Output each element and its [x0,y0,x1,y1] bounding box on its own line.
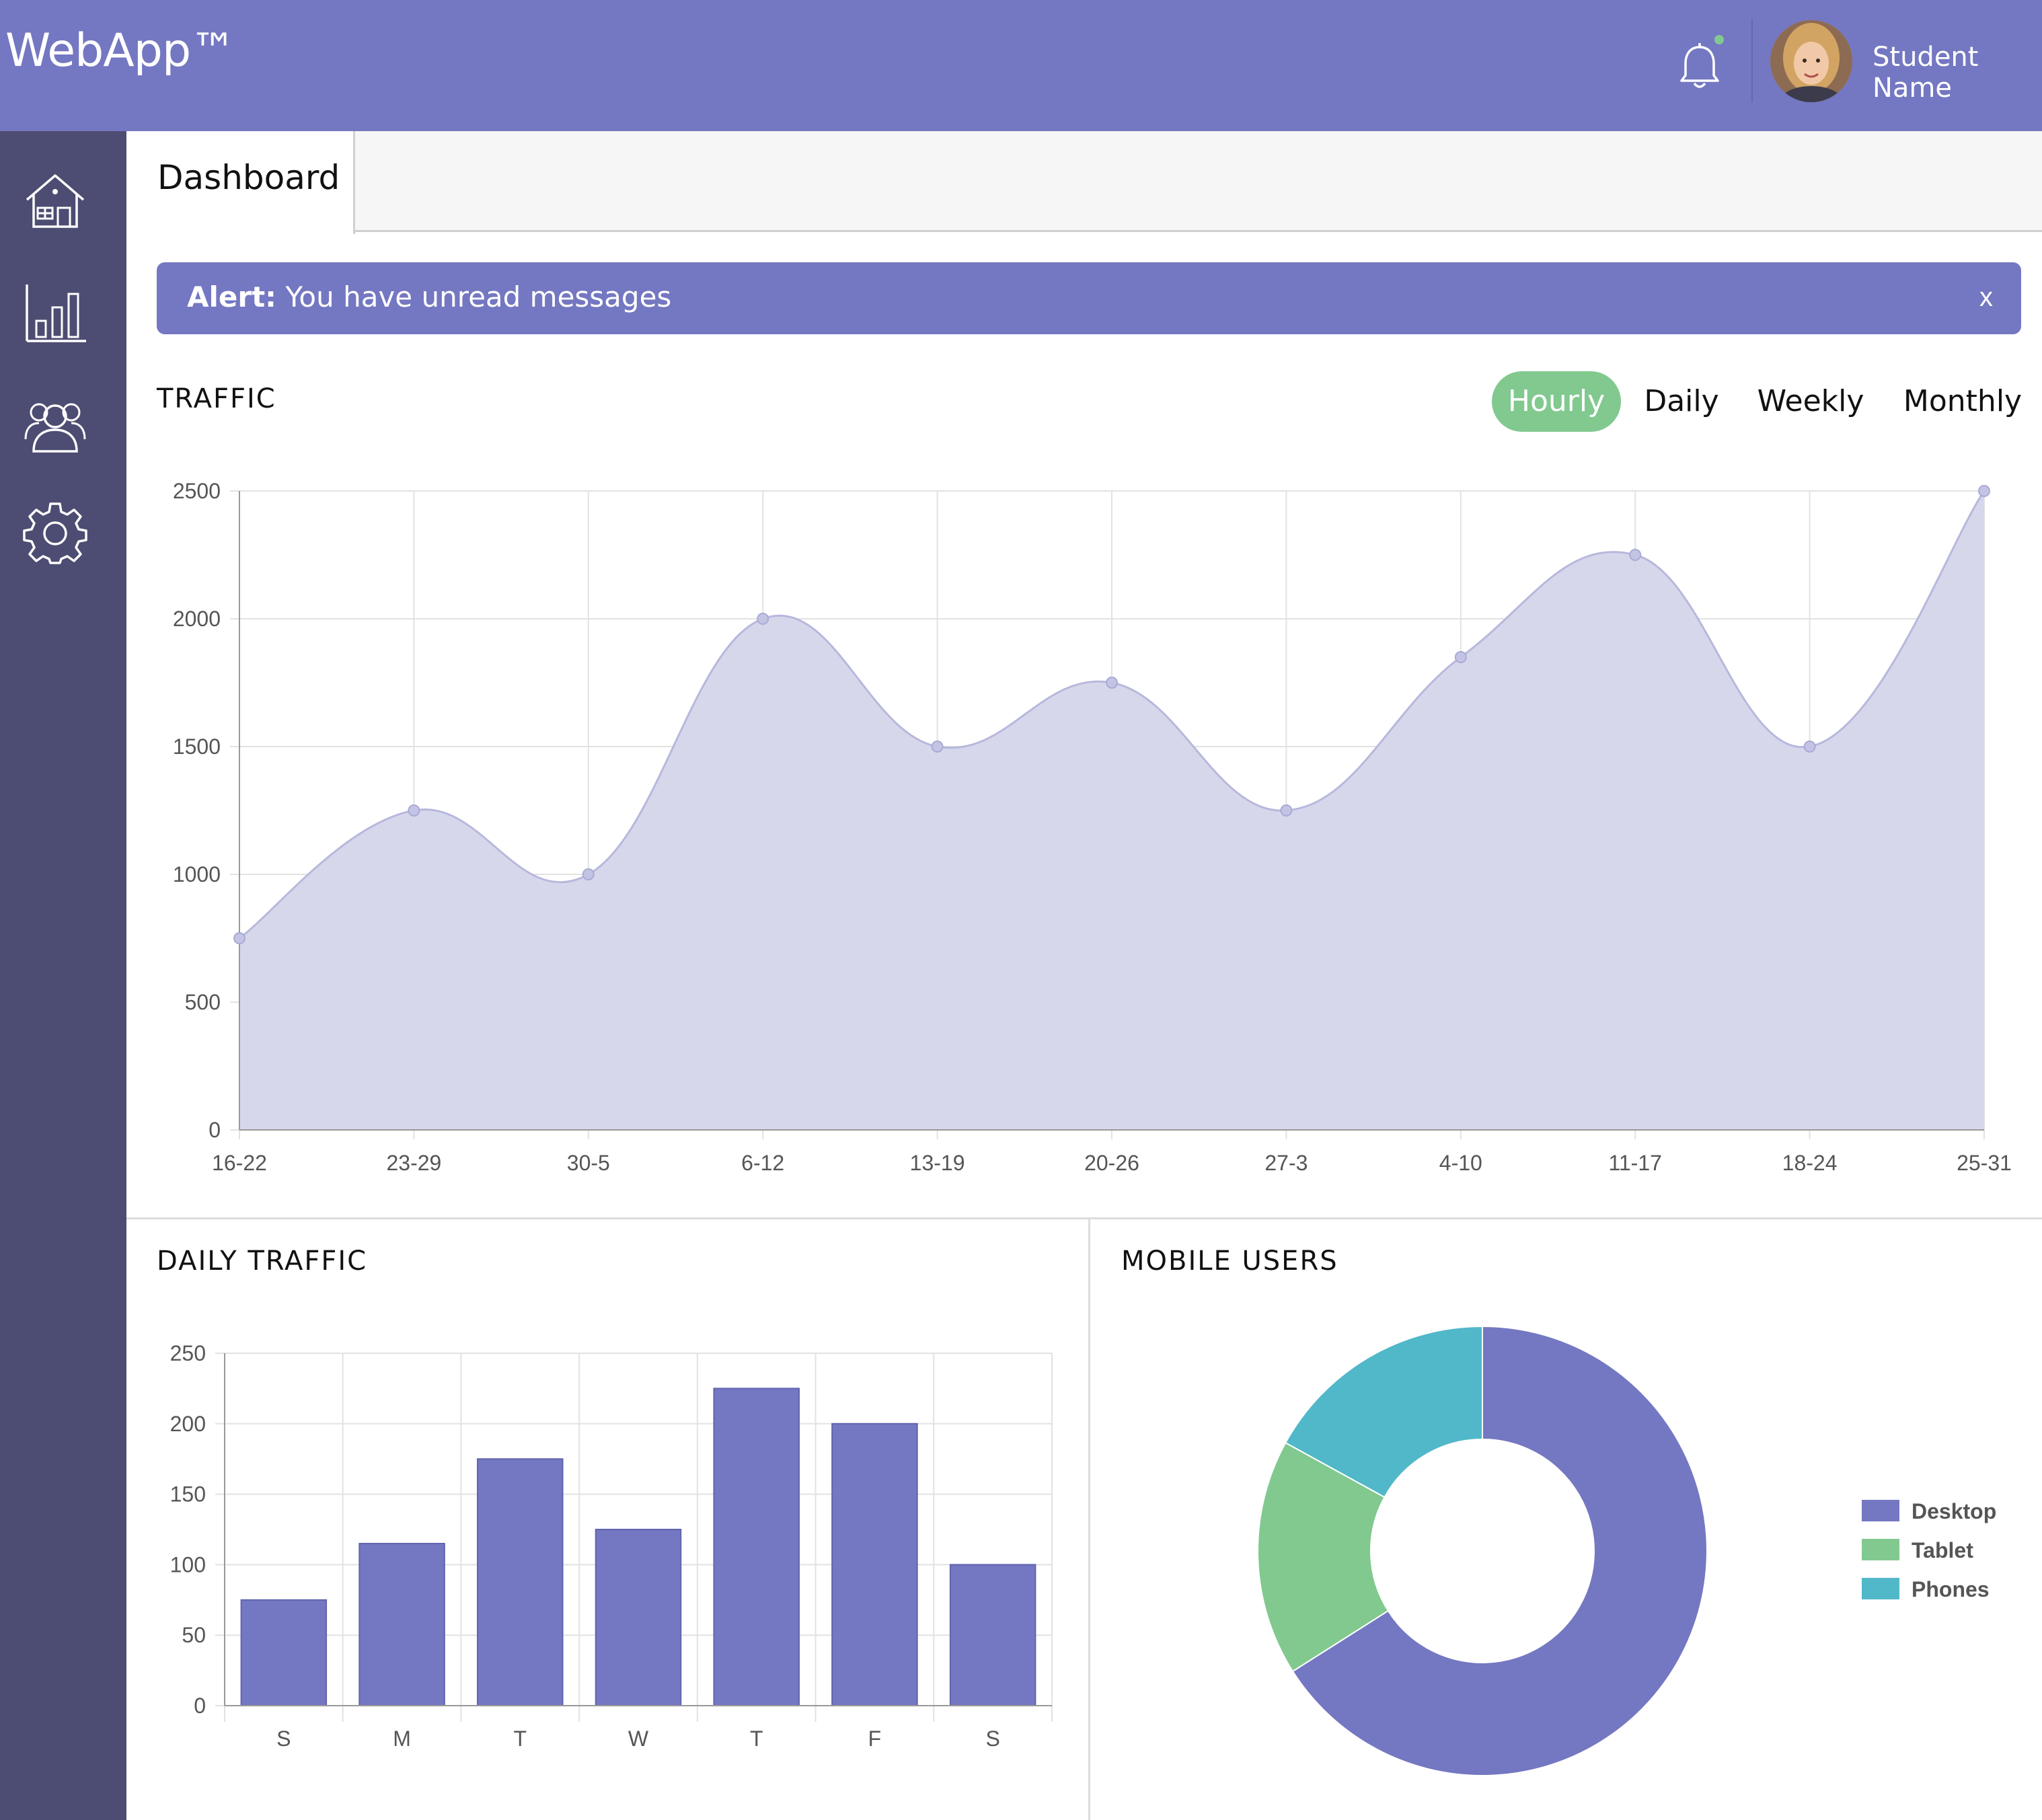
x-tick-label: 25-31 [1957,1151,2012,1175]
alert-banner: Alert: You have unread messages x [157,262,2021,334]
user-name[interactable]: Student Name [1873,42,1979,104]
data-point [408,804,420,817]
bar [831,1423,918,1707]
traffic-area [239,491,1984,1130]
range-hourly-button[interactable]: Hourly [1492,371,1621,432]
x-tick-label: S [276,1727,291,1751]
alert-message: Alert: You have unread messages [187,280,672,313]
data-point [1978,485,1990,497]
notification-indicator [1714,35,1724,44]
bar [595,1529,682,1706]
data-point [1629,549,1642,561]
traffic-title: TRAFFIC [157,383,276,414]
data-point [1280,804,1293,817]
x-tick-label: 11-17 [1608,1151,1661,1175]
data-point [1106,677,1118,689]
data-point [1803,741,1816,753]
x-tick-label: 18-24 [1782,1151,1838,1175]
x-tick-label: T [514,1727,527,1751]
top-header: WebApp™ Student Name [0,0,2042,131]
x-tick-label: F [868,1727,882,1751]
section-divider [126,1217,2042,1219]
legend-swatch [1862,1500,1899,1521]
legend-swatch [1862,1539,1899,1560]
data-point [1454,651,1467,663]
tab-dashboard[interactable]: Dashboard [126,131,355,234]
data-point [757,613,769,625]
y-tick-label: 150 [170,1482,206,1507]
range-daily-button[interactable]: Daily [1644,384,1719,418]
y-tick-label: 0 [194,1694,206,1718]
x-tick-label: 20-26 [1084,1151,1139,1175]
tab-bar [126,131,2042,232]
x-tick-label: 23-29 [386,1151,441,1175]
y-tick-label: 500 [185,990,221,1014]
x-tick-label: 16-22 [212,1151,267,1175]
donut-slice-phones [1284,1325,1483,1499]
settings-icon[interactable] [23,500,87,564]
legend-swatch [1862,1578,1899,1599]
legend-label: Desktop [1912,1499,1996,1523]
bar-chart-icon[interactable] [23,280,87,345]
header-divider [1751,19,1753,102]
x-tick-label: 13-19 [910,1151,965,1175]
sidebar [0,131,126,1820]
x-tick-label: M [393,1727,411,1751]
avatar[interactable] [1770,20,1852,102]
y-tick-label: 250 [170,1341,206,1365]
legend-label: Tablet [1912,1538,1973,1562]
y-tick-label: 0 [209,1118,221,1142]
data-point [582,868,595,880]
bar [240,1599,328,1707]
y-tick-label: 100 [170,1552,206,1577]
x-tick-label: T [750,1727,763,1751]
home-icon[interactable] [23,170,87,235]
bar [713,1388,800,1706]
alert-close-button[interactable]: x [1979,282,1993,312]
daily-traffic-bar-chart: 0 50 100 150 200 250 S M T W T F S [170,1341,1053,1751]
y-tick-label: 1500 [173,734,221,759]
bar [358,1542,445,1706]
x-tick-label: 4-10 [1439,1151,1482,1175]
y-tick-label: 50 [182,1623,206,1647]
x-tick-label: S [985,1727,999,1751]
y-tick-label: 1000 [173,862,221,886]
x-tick-label: 27-3 [1264,1151,1308,1175]
data-point [233,932,245,944]
app-logo[interactable]: WebApp™ [5,24,236,77]
data-point [931,741,944,753]
tab-label: Dashboard [157,158,340,197]
notification-bell-icon[interactable] [1673,40,1726,93]
y-tick-label: 200 [170,1412,206,1436]
x-tick-label: 30-5 [567,1151,610,1175]
mobile-users-title: MOBILE USERS [1121,1246,1338,1277]
column-divider [1088,1217,1090,1820]
x-tick-label: W [628,1727,649,1751]
range-weekly-button[interactable]: Weekly [1757,384,1864,418]
y-tick-label: 2500 [173,479,221,503]
donut-slice-tablet [1257,1441,1390,1673]
daily-traffic-title: DAILY TRAFFIC [157,1246,368,1277]
range-monthly-button[interactable]: Monthly [1903,384,2022,418]
users-icon[interactable] [23,392,87,457]
bar [949,1564,1036,1706]
y-tick-label: 2000 [173,607,221,631]
donut-slice-desktop [1291,1325,1708,1776]
legend-label: Phones [1912,1577,1990,1601]
x-tick-label: 6-12 [741,1151,784,1175]
traffic-line-chart: 0 500 1000 1500 2000 2500 16-22 23-29 30-5 6-12 13… [173,479,2012,1175]
